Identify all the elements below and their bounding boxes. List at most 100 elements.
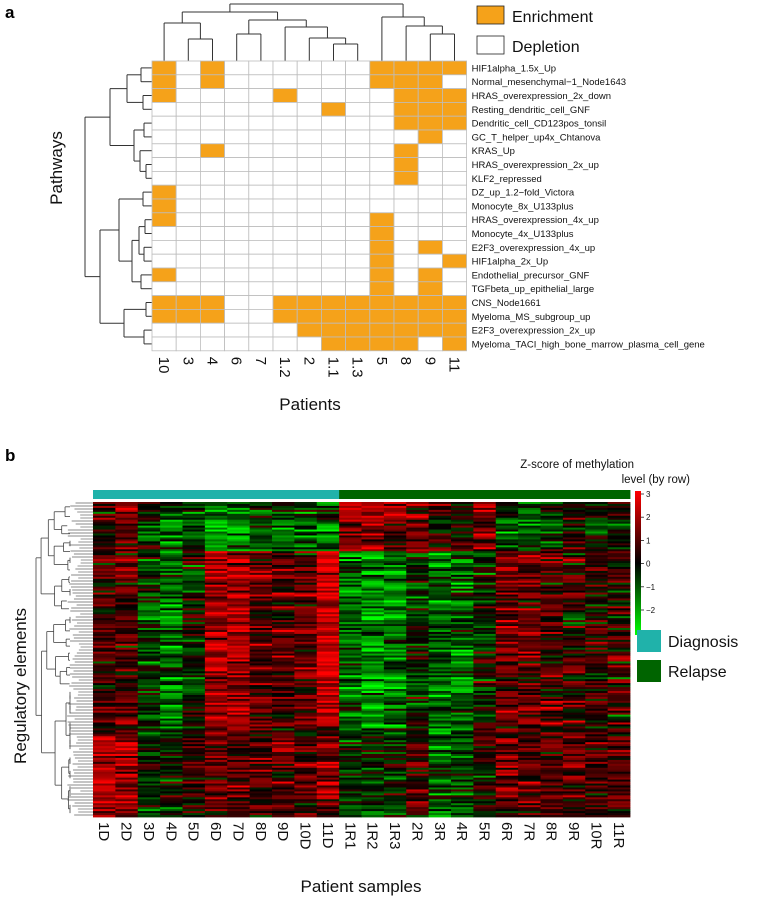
methylation-cell: [204, 523, 228, 527]
methylation-cell: [272, 523, 295, 527]
methylation-cell: [607, 515, 631, 519]
methylation-cell: [115, 531, 139, 534]
heatmap-cell: [320, 322, 346, 338]
methylation-cell: [451, 651, 474, 654]
methylation-cell: [473, 622, 497, 625]
methylation-cell: [182, 645, 206, 649]
methylation-cell: [316, 726, 340, 729]
colorbar-title-line2: level (by row): [622, 474, 691, 486]
methylation-cell: [294, 602, 318, 605]
methylation-cell: [585, 663, 609, 666]
methylation-cell: [160, 535, 183, 538]
methylation-cell: [562, 685, 586, 688]
methylation-cell: [93, 629, 116, 633]
methylation-cell: [227, 543, 251, 546]
methylation-cell: [137, 521, 161, 525]
methylation-cell: [562, 789, 586, 792]
methylation-cell: [562, 763, 586, 767]
methylation-cell: [204, 659, 228, 662]
methylation-cell: [562, 801, 586, 804]
methylation-cell: [562, 561, 586, 564]
methylation-cell: [406, 807, 430, 810]
methylation-cell: [428, 618, 452, 621]
methylation-cell: [518, 675, 541, 678]
methylation-cell: [227, 799, 251, 802]
methylation-cell: [495, 752, 519, 755]
methylation-cell: [406, 815, 430, 818]
methylation-cell: [540, 531, 564, 534]
methylation-cell: [137, 639, 161, 643]
methylation-cell: [294, 649, 318, 653]
methylation-cell: [249, 724, 273, 727]
methylation-cell: [607, 795, 631, 798]
methylation-cell: [294, 618, 318, 621]
heatmap-cell: [248, 184, 274, 200]
methylation-cell: [540, 742, 564, 745]
methylation-cell: [473, 746, 497, 749]
methylation-cell: [540, 584, 564, 588]
heatmap-cell: [320, 170, 346, 186]
methylation-cell: [115, 602, 139, 605]
methylation-cell: [294, 738, 318, 741]
methylation-cell: [316, 685, 340, 688]
methylation-cell: [540, 586, 564, 590]
methylation-cell: [160, 663, 183, 666]
methylation-cell: [495, 592, 519, 595]
methylation-cell: [272, 584, 295, 588]
pathway-label: HRAS_overexpression_2x_up: [472, 160, 599, 171]
methylation-cell: [160, 777, 183, 780]
methylation-cell: [160, 748, 183, 751]
methylation-cell: [585, 750, 609, 753]
methylation-cell: [339, 578, 362, 582]
methylation-cell: [495, 598, 519, 601]
heatmap-cell: [369, 212, 395, 228]
methylation-cell: [406, 600, 430, 603]
methylation-cell: [160, 533, 183, 536]
methylation-cell: [451, 797, 474, 800]
methylation-cell: [227, 724, 251, 727]
methylation-cell: [518, 511, 541, 515]
methylation-cell: [93, 541, 116, 544]
methylation-cell: [137, 657, 161, 660]
methylation-cell: [160, 793, 183, 796]
methylation-cell: [204, 598, 228, 601]
methylation-cell: [316, 620, 340, 623]
methylation-cell: [562, 683, 586, 686]
methylation-cell: [316, 584, 340, 588]
methylation-cell: [316, 559, 340, 562]
methylation-cell: [473, 765, 497, 769]
methylation-cell: [451, 734, 474, 737]
methylation-cell: [473, 590, 497, 593]
methylation-cell: [160, 750, 183, 753]
methylation-cell: [562, 608, 586, 611]
methylation-cell: [607, 574, 631, 578]
heatmap-cell: [369, 308, 395, 324]
methylation-cell: [249, 659, 273, 662]
methylation-cell: [540, 791, 564, 794]
methylation-cell: [294, 592, 318, 595]
methylation-cell: [585, 730, 609, 733]
methylation-cell: [540, 767, 564, 771]
methylation-cell: [473, 696, 497, 700]
heatmap-cell: [151, 74, 177, 90]
methylation-cell: [339, 752, 362, 755]
methylation-cell: [272, 736, 295, 739]
methylation-cell: [294, 612, 318, 615]
methylation-cell: [227, 752, 251, 755]
methylation-cell: [115, 576, 139, 580]
heatmap-cell: [199, 129, 225, 145]
methylation-cell: [585, 507, 609, 511]
methylation-cell: [160, 704, 183, 708]
methylation-cell: [585, 797, 609, 800]
methylation-cell: [562, 511, 586, 515]
methylation-cell: [473, 698, 497, 702]
methylation-cell: [406, 803, 430, 806]
methylation-cell: [204, 746, 228, 749]
methylation-cell: [249, 807, 273, 810]
methylation-cell: [473, 555, 497, 558]
methylation-cell: [272, 647, 295, 651]
methylation-cell: [451, 547, 474, 550]
methylation-cell: [316, 517, 340, 521]
methylation-cell: [137, 616, 161, 619]
methylation-cell: [585, 505, 609, 509]
